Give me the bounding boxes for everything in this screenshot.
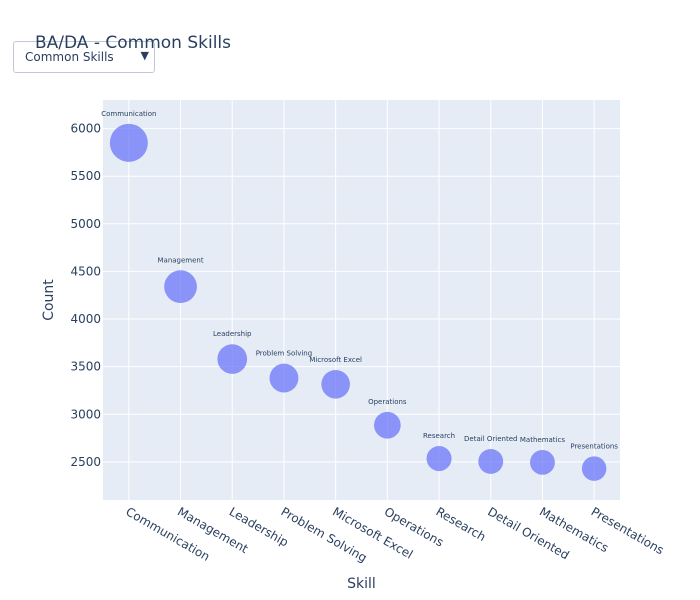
bubble-marker[interactable] (478, 448, 504, 474)
bubble-label: Leadership (213, 330, 252, 338)
bubble-marker[interactable] (426, 446, 452, 472)
y-tick-label: 3500 (70, 360, 101, 374)
x-axis-ticks: CommunicationManagementLeadershipProblem… (123, 504, 666, 565)
data-labels: Communication Management Leadership Problem… (101, 110, 618, 450)
dropdown-selected-value: Common Skills (25, 50, 114, 64)
bubble-marker[interactable] (164, 270, 197, 304)
bubble-marker[interactable] (374, 411, 401, 439)
x-tick-label: Problem Solving (278, 504, 369, 565)
bubble-label: Management (157, 256, 203, 264)
bubble-label: Communication (101, 110, 156, 118)
y-tick-label: 5000 (70, 217, 101, 231)
bubble-label: Microsoft Excel (309, 356, 362, 364)
y-axis-ticks: 2500 3000 3500 4000 4500 5000 5500 6000 (70, 122, 101, 469)
bubble-label: Detail Oriented (464, 435, 517, 443)
bubble-marker[interactable] (581, 456, 607, 481)
y-tick-label: 5500 (70, 169, 101, 183)
bubble-label: Operations (368, 398, 407, 406)
y-tick-label: 6000 (70, 122, 101, 136)
bubble-marker[interactable] (217, 344, 248, 374)
y-tick-label: 4500 (70, 264, 101, 278)
y-tick-label: 3000 (70, 407, 101, 421)
data-points (109, 123, 607, 481)
bubble-marker[interactable] (530, 449, 555, 475)
bubble-label: Research (423, 432, 455, 440)
caret-down-icon: ▼ (140, 49, 149, 62)
bubble-label: Presentations (570, 442, 618, 450)
chart-selector-dropdown[interactable]: Common Skills ▼ (13, 41, 155, 73)
y-tick-label: 2500 (70, 455, 101, 469)
y-tick-label: 4000 (70, 312, 101, 326)
gridlines (103, 100, 620, 500)
bubble-label: Problem Solving (256, 350, 312, 358)
bubble-marker[interactable] (269, 363, 299, 393)
bubble-label: Mathematics (520, 436, 565, 444)
bubble-marker[interactable] (109, 123, 148, 162)
y-axis-title: Count (41, 279, 57, 321)
chart-title: BA/DA - Common Skills (35, 33, 232, 53)
x-axis-title: Skill (347, 576, 376, 592)
bubble-marker[interactable] (321, 369, 350, 399)
